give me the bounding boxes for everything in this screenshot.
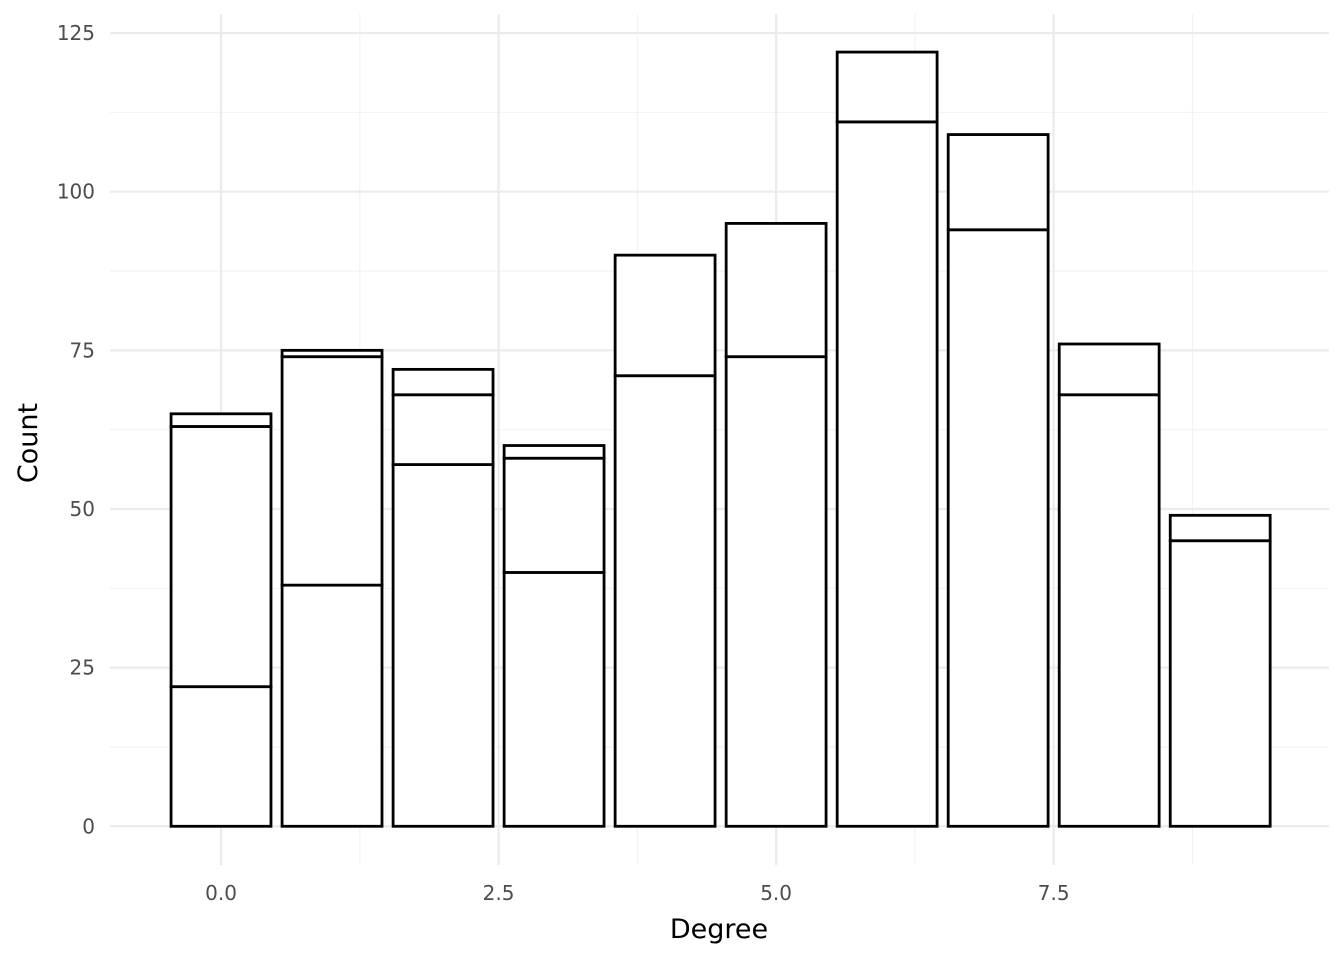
bar-segment <box>502 571 606 828</box>
bar-segment <box>502 456 606 574</box>
bar-stack <box>169 412 273 828</box>
bar-segment <box>835 50 939 124</box>
bar-segment <box>169 412 273 428</box>
x-tick-label: 0.0 <box>205 881 237 905</box>
y-tick-label: 75 <box>70 338 95 362</box>
bar-segment <box>169 685 273 828</box>
bar-segment <box>391 463 495 828</box>
y-tick-label: 125 <box>57 21 95 45</box>
bar-stack <box>1168 513 1272 828</box>
bar-segment <box>724 355 828 828</box>
bar-segment <box>946 228 1050 828</box>
bar-segment <box>724 222 828 359</box>
x-axis-title: Degree <box>670 914 768 945</box>
bar-stack <box>613 253 717 828</box>
x-tick-label: 5.0 <box>760 881 792 905</box>
bar-segment <box>280 583 384 828</box>
bar-segment <box>280 355 384 587</box>
bar-segment <box>613 253 717 378</box>
bars <box>169 50 1272 828</box>
x-tick-label: 2.5 <box>483 881 515 905</box>
bar-segment <box>613 374 717 828</box>
y-tick-label: 50 <box>70 497 95 521</box>
y-tick-label: 100 <box>57 180 95 204</box>
bar-stack <box>391 367 495 828</box>
bar-segment <box>391 393 495 466</box>
bar-stack <box>724 222 828 828</box>
bar-stack <box>1057 342 1161 828</box>
bar-segment <box>1168 513 1272 543</box>
bar-stack <box>502 444 606 828</box>
bar-segment <box>502 444 606 460</box>
bar-segment <box>946 133 1050 232</box>
bar-segment <box>1168 539 1272 828</box>
bar-stack <box>946 133 1050 828</box>
bar-stack <box>280 348 384 828</box>
y-tick-label: 0 <box>82 814 95 838</box>
x-tick-label: 7.5 <box>1038 881 1070 905</box>
bar-segment <box>280 348 384 359</box>
bar-segment <box>1057 393 1161 828</box>
bar-segment <box>1057 342 1161 397</box>
bar-segment <box>169 425 273 689</box>
bar-stack <box>835 50 939 828</box>
y-axis-title: Count <box>13 403 44 483</box>
bar-segment <box>391 367 495 397</box>
tick-labels: 0 25 50 75 100 125 0.0 2.5 5.0 7.5 <box>57 21 1070 905</box>
y-tick-label: 25 <box>70 656 95 680</box>
bar-segment <box>835 120 939 828</box>
